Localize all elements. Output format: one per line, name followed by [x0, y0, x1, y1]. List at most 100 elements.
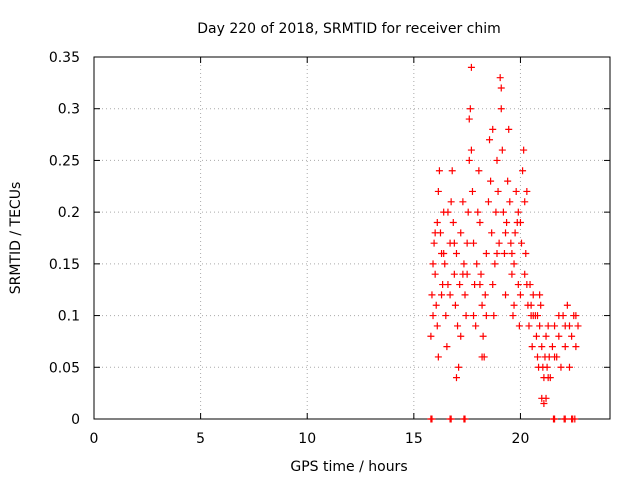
data-point [488, 229, 496, 237]
x-tick-label: 20 [512, 431, 530, 447]
data-point [428, 415, 436, 423]
data-point [563, 301, 571, 309]
data-point [512, 187, 520, 195]
data-point [454, 322, 462, 330]
data-point [525, 322, 533, 330]
data-point [442, 312, 450, 320]
y-tick-label: 0.3 [58, 102, 80, 118]
data-point [487, 177, 495, 185]
data-point [463, 239, 471, 247]
data-point [456, 281, 464, 289]
data-point [447, 198, 455, 206]
plot-frame [93, 56, 611, 420]
data-point [431, 229, 439, 237]
data-point [486, 136, 494, 144]
data-point [490, 312, 498, 320]
data-point [435, 167, 443, 175]
data-point [430, 239, 438, 247]
data-point [457, 229, 465, 237]
data-point [462, 312, 470, 320]
y-tick-label: 0.05 [49, 360, 80, 376]
data-point [475, 167, 483, 175]
data-point [502, 291, 510, 299]
data-point [489, 281, 497, 289]
data-point [428, 291, 436, 299]
data-point [433, 218, 441, 226]
data-point [497, 84, 505, 92]
data-point [470, 239, 478, 247]
data-point [447, 415, 455, 423]
data-point [544, 374, 552, 382]
data-point [443, 343, 451, 351]
data-point [431, 270, 439, 278]
data-point [449, 218, 457, 226]
data-point [542, 332, 550, 340]
data-point [514, 208, 522, 216]
data-point [568, 332, 576, 340]
data-point [504, 177, 512, 185]
data-point [429, 312, 437, 320]
y-tick-label: 0.15 [49, 257, 80, 273]
data-point [551, 353, 559, 361]
data-point [446, 291, 454, 299]
data-point [561, 343, 569, 351]
data-point [461, 415, 469, 423]
data-point [506, 198, 514, 206]
data-point [516, 218, 524, 226]
data-point [523, 187, 531, 195]
data-point [497, 105, 505, 113]
data-point [514, 281, 522, 289]
x-axis-label: GPS time / hours [290, 459, 407, 475]
x-tick-label: 0 [90, 431, 99, 447]
data-point [467, 146, 475, 154]
data-point [440, 250, 448, 258]
data-point [465, 115, 473, 123]
data-point [479, 332, 487, 340]
data-point [477, 270, 485, 278]
data-point [510, 301, 518, 309]
data-point [474, 208, 482, 216]
data-point [460, 260, 468, 268]
data-point [434, 353, 442, 361]
data-point [534, 353, 542, 361]
data-point [468, 187, 476, 195]
data-point [499, 208, 507, 216]
data-point [493, 156, 501, 164]
data-point [532, 332, 540, 340]
data-point [534, 312, 542, 320]
data-point [448, 167, 456, 175]
data-point [508, 270, 516, 278]
data-point [432, 301, 440, 309]
axis-ticks: 0 5 10 15 20 0 0.05 0.1 0.15 0.2 0.25 0.3 0.35 [49, 50, 610, 447]
data-point [502, 229, 510, 237]
data-point [444, 208, 452, 216]
data-point [526, 281, 534, 289]
data-point [450, 239, 458, 247]
data-point [561, 322, 569, 330]
data-point [470, 312, 478, 320]
data-point [466, 105, 474, 113]
data-point [433, 322, 441, 330]
data-point [555, 312, 563, 320]
data-point [450, 270, 458, 278]
data-point [572, 312, 580, 320]
data-point [571, 415, 579, 423]
data-point [459, 198, 467, 206]
data-point [555, 332, 563, 340]
data-point [521, 270, 529, 278]
data-point [543, 363, 551, 371]
data-point [509, 312, 517, 320]
data-point [473, 260, 481, 268]
data-point [451, 301, 459, 309]
data-point [491, 260, 499, 268]
data-point [508, 250, 516, 258]
data-point [572, 343, 580, 351]
data-point [538, 343, 546, 351]
data-point [459, 270, 467, 278]
data-point [521, 198, 529, 206]
data-point [481, 291, 489, 299]
y-tick-label: 0.35 [49, 50, 80, 66]
data-point [507, 239, 515, 247]
data-point [472, 322, 480, 330]
